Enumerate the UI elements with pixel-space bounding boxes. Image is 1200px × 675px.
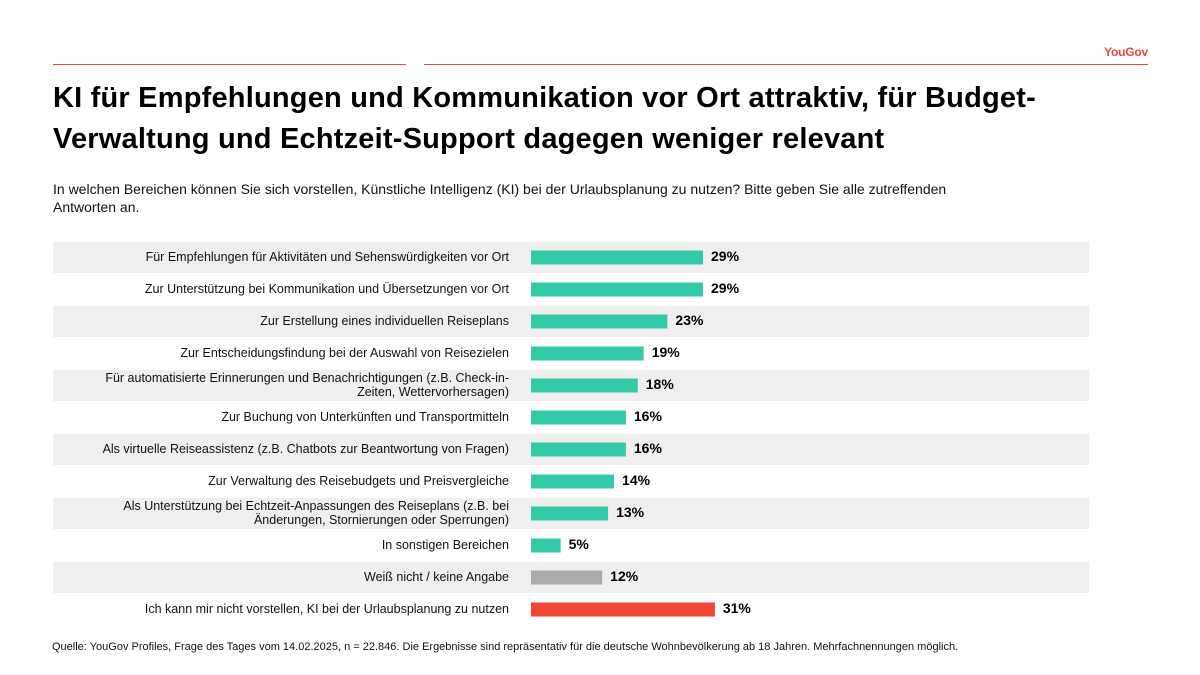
bar — [531, 602, 715, 617]
category-label: Als Unterstützung bei Echtzeit-Anpassung… — [123, 499, 509, 513]
value-label: 29% — [711, 248, 740, 264]
source-note: Quelle: YouGov Profiles, Frage des Tages… — [52, 641, 959, 653]
bar — [531, 282, 703, 297]
value-label: 19% — [652, 344, 681, 360]
value-label: 5% — [569, 536, 590, 552]
bar — [531, 250, 703, 265]
category-label: Zur Unterstützung bei Kommunikation und … — [145, 282, 510, 296]
header-rule-right — [424, 64, 1148, 65]
bar-chart: Für Empfehlungen für Aktivitäten und Seh… — [53, 242, 1089, 617]
bar — [531, 314, 668, 329]
value-label: 16% — [634, 408, 663, 424]
chart-title: KI für Empfehlungen und Kommunikation vo… — [53, 82, 1036, 155]
bar — [531, 570, 603, 585]
category-label: Weiß nicht / keine Angabe — [364, 570, 509, 584]
bar — [531, 410, 626, 425]
bar — [531, 442, 626, 457]
category-label: In sonstigen Bereichen — [382, 538, 509, 552]
bar — [531, 506, 609, 521]
value-label: 18% — [646, 376, 675, 392]
value-label: 31% — [723, 600, 752, 616]
category-label: Zur Verwaltung des Reisebudgets und Prei… — [208, 474, 509, 488]
value-label: 14% — [622, 472, 651, 488]
value-label: 13% — [616, 504, 645, 520]
category-label: Ich kann mir nicht vorstellen, KI bei de… — [145, 602, 509, 616]
category-label: Zur Entscheidungsfindung bei der Auswahl… — [180, 346, 509, 360]
survey-question: In welchen Bereichen können Sie sich vor… — [53, 181, 947, 215]
bar — [531, 474, 615, 489]
value-label: 12% — [610, 568, 639, 584]
category-label: Zur Erstellung eines individuellen Reise… — [260, 314, 509, 328]
header-rule-left — [53, 64, 406, 65]
category-label: Änderungen, Stornierungen oder Sperrunge… — [254, 513, 509, 527]
category-label: Für automatisierte Erinnerungen und Bena… — [105, 371, 509, 385]
yougov-logo: YouGov — [1104, 45, 1148, 59]
bar — [531, 346, 644, 361]
value-label: 23% — [675, 312, 704, 328]
category-label: Zur Buchung von Unterkünften und Transpo… — [221, 410, 509, 424]
category-label: Für Empfehlungen für Aktivitäten und Seh… — [146, 250, 510, 264]
category-label: Als virtuelle Reiseassistenz (z.B. Chatb… — [103, 442, 509, 456]
bar — [531, 378, 638, 393]
value-label: 29% — [711, 280, 740, 296]
bar — [531, 538, 561, 553]
value-label: 16% — [634, 440, 663, 456]
category-label: Zeiten, Wettervorhersagen) — [357, 385, 509, 399]
